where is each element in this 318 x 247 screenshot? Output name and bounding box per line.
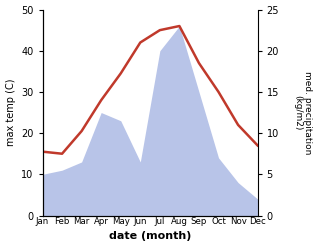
X-axis label: date (month): date (month) <box>109 231 191 242</box>
Y-axis label: max temp (C): max temp (C) <box>5 79 16 146</box>
Y-axis label: med. precipitation
(kg/m2): med. precipitation (kg/m2) <box>293 71 313 154</box>
